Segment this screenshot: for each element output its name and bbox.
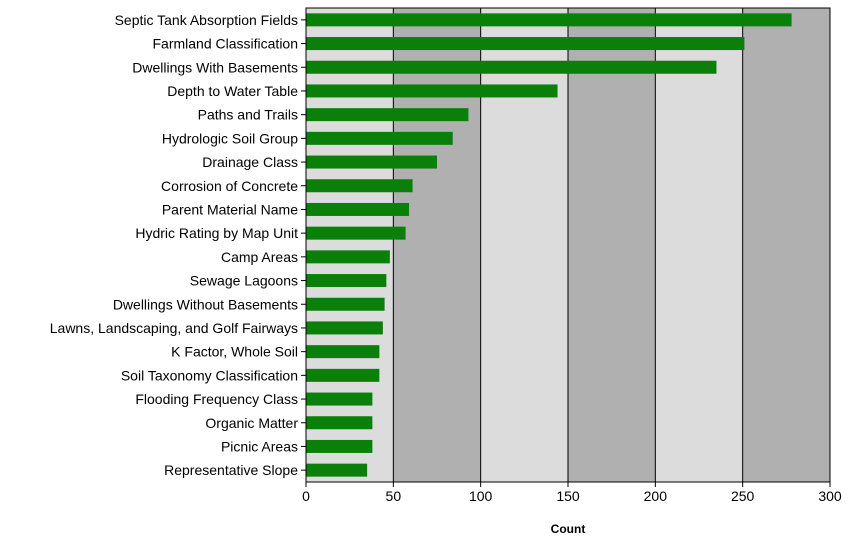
category-label: Soil Taxonomy Classification	[121, 367, 298, 383]
category-label: Sewage Lagoons	[190, 273, 298, 289]
bar	[306, 297, 385, 311]
category-label: Hydrologic Soil Group	[162, 130, 298, 146]
category-label: Picnic Areas	[221, 438, 298, 454]
category-label: Camp Areas	[221, 249, 298, 265]
bar	[306, 392, 373, 406]
x-tick-label: 150	[556, 488, 580, 504]
x-tick-label: 300	[818, 488, 842, 504]
x-tick-label: 200	[644, 488, 668, 504]
category-label: Parent Material Name	[162, 201, 298, 217]
bar	[306, 179, 413, 193]
x-tick-label: 250	[731, 488, 755, 504]
bar	[306, 155, 437, 169]
category-label: Paths and Trails	[198, 107, 298, 123]
bar	[306, 463, 368, 477]
background-band	[306, 8, 394, 482]
x-tick-label: 0	[302, 488, 310, 504]
category-label: Farmland Classification	[153, 36, 299, 52]
bar	[306, 368, 380, 382]
category-label: Drainage Class	[202, 154, 298, 170]
bar	[306, 108, 469, 122]
bars	[306, 13, 792, 477]
category-label: Corrosion of Concrete	[161, 178, 298, 194]
bar	[306, 202, 410, 216]
category-label: Representative Slope	[164, 462, 298, 478]
background-band	[655, 8, 743, 482]
bar	[306, 250, 390, 264]
x-axis-ticks: 0 50 100 150 200 250 300	[302, 482, 842, 504]
bar	[306, 84, 558, 98]
background-band	[568, 8, 656, 482]
bar	[306, 131, 453, 145]
category-label: Flooding Frequency Class	[135, 391, 298, 407]
category-label: Septic Tank Absorption Fields	[115, 12, 298, 28]
background-band	[480, 8, 568, 482]
x-axis-title: Count	[551, 522, 586, 536]
category-label: Depth to Water Table	[167, 83, 298, 99]
bar	[306, 13, 792, 27]
bar	[306, 37, 745, 51]
bar	[306, 60, 717, 74]
category-label: Dwellings Without Basements	[113, 296, 298, 312]
category-label: Organic Matter	[205, 415, 298, 431]
bar	[306, 345, 380, 359]
category-labels: Septic Tank Absorption Fields Farmland Cl…	[50, 12, 299, 478]
x-tick-label: 100	[469, 488, 493, 504]
category-label: Lawns, Landscaping, and Golf Fairways	[50, 320, 298, 336]
category-label: Dwellings With Basements	[132, 59, 298, 75]
bar	[306, 274, 387, 288]
category-label: K Factor, Whole Soil	[171, 344, 298, 360]
category-label: Hydric Rating by Map Unit	[135, 225, 298, 241]
bar	[306, 416, 373, 430]
background-band	[742, 8, 830, 482]
background-band	[393, 8, 481, 482]
bar	[306, 439, 373, 453]
x-tick-label: 50	[386, 488, 402, 504]
bar	[306, 226, 406, 240]
bar	[306, 321, 383, 335]
